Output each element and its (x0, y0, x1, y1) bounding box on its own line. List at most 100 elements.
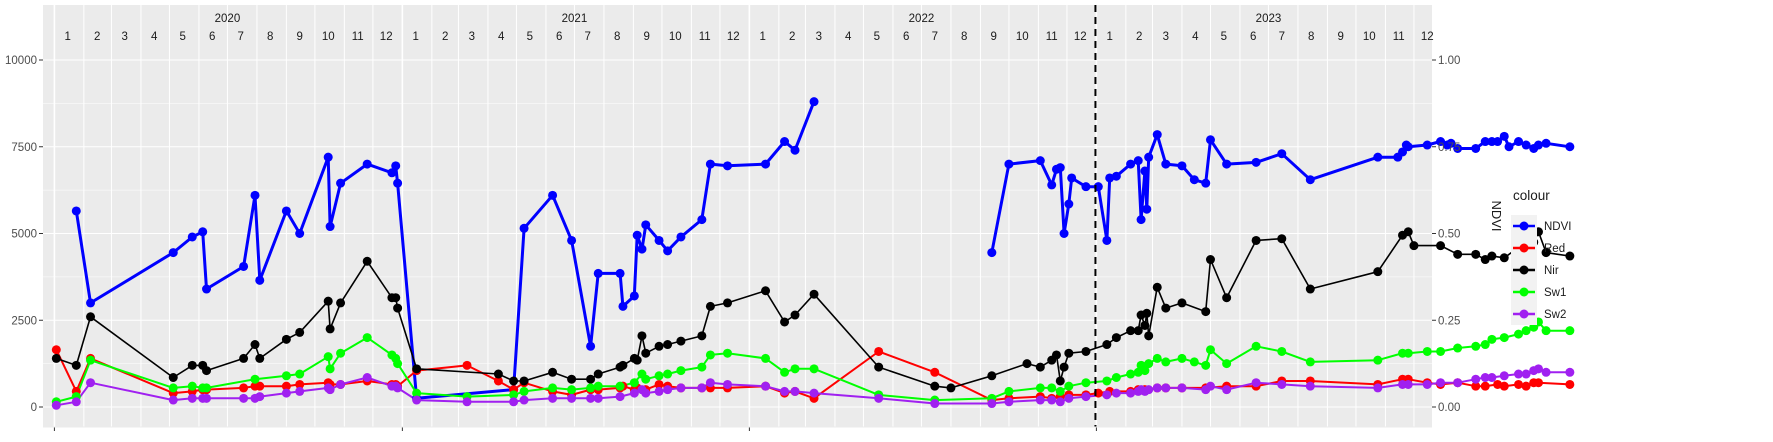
data-point-ndvi (295, 229, 305, 238)
data-point-sw2 (71, 397, 81, 407)
y-right-tick-label: 0.75 (1438, 142, 1460, 154)
legend: colour NDVI Red Nir Sw1 Sw2 (1511, 188, 1571, 325)
data-point-sw1 (1251, 341, 1261, 351)
data-point-ndvi (1222, 159, 1232, 169)
data-point-ndvi (618, 301, 628, 311)
data-point-sw1 (1499, 333, 1509, 343)
data-point-nir (1499, 253, 1509, 263)
data-point-nir (1142, 308, 1152, 318)
data-point-ndvi (1055, 163, 1065, 173)
data-point-nir (1102, 340, 1112, 350)
data-point-nir (1471, 249, 1481, 259)
data-point-ndvi (790, 145, 800, 155)
data-point-sw1 (362, 333, 372, 343)
month-label: 1 (1107, 31, 1113, 43)
data-point-ndvi (1504, 142, 1514, 152)
data-point-sw2 (51, 400, 61, 410)
data-point-sw2 (567, 393, 577, 403)
data-point-nir (325, 324, 335, 334)
data-point-nir (632, 355, 642, 365)
data-point-sw1 (548, 383, 558, 393)
data-point-sw2 (1533, 364, 1543, 374)
legend-key-point-nir (1519, 265, 1529, 275)
data-point-ndvi (1436, 137, 1446, 147)
data-point-nir (168, 373, 178, 383)
data-point-sw1 (1541, 326, 1551, 336)
data-point-sw2 (1499, 371, 1509, 381)
data-point-nir (519, 376, 529, 386)
data-point-sw2 (239, 393, 249, 403)
data-point-nir (874, 362, 884, 372)
data-point-red (1471, 381, 1481, 391)
data-point-ndvi (391, 161, 401, 171)
data-point-nir (1035, 362, 1045, 372)
data-point-ndvi (654, 235, 664, 245)
data-point-ndvi (1064, 199, 1074, 209)
data-point-ndvi (86, 298, 96, 308)
data-point-red (1533, 378, 1543, 388)
data-point-ndvi (1059, 229, 1069, 238)
data-point-ndvi (1152, 130, 1162, 140)
data-point-ndvi (323, 152, 333, 162)
data-point-sw1 (615, 381, 625, 391)
month-label: 1 (759, 31, 765, 43)
data-point-sw1 (593, 381, 603, 391)
data-point-sw2 (412, 395, 422, 405)
data-point-nir (1251, 235, 1261, 245)
data-point-nir (1055, 376, 1065, 386)
data-point-ndvi (1102, 235, 1112, 245)
y-right-tick-label: 0.50 (1438, 229, 1460, 241)
data-point-sw1 (1144, 359, 1154, 369)
data-point-nir (51, 353, 61, 363)
data-point-sw2 (1403, 379, 1413, 389)
data-point-sw2 (336, 379, 346, 389)
data-point-sw1 (519, 386, 529, 396)
data-point-sw2 (1251, 378, 1261, 388)
data-point-ndvi (1189, 175, 1199, 185)
data-point-sw1 (1521, 326, 1531, 336)
data-point-sw1 (1487, 334, 1497, 344)
data-point-sw1 (663, 369, 673, 379)
legend-key-point-sw1 (1519, 287, 1529, 297)
data-point-nir (676, 336, 686, 346)
data-point-sw2 (1565, 367, 1575, 377)
data-point-sw2 (1144, 385, 1154, 395)
legend-label-ndvi: NDVI (1544, 221, 1571, 233)
data-point-nir (323, 296, 333, 306)
data-point-nir (336, 298, 346, 308)
y-right-tick-label: 0.00 (1438, 402, 1460, 414)
data-point-sw1 (697, 362, 707, 372)
data-point-sw2 (1161, 383, 1171, 393)
data-point-ndvi (1067, 173, 1077, 183)
data-point-sw1 (586, 383, 596, 393)
data-point-nir (71, 360, 81, 370)
data-point-sw2 (202, 393, 212, 403)
data-point-sw1 (1277, 346, 1287, 356)
month-label: 1 (65, 31, 71, 43)
data-point-nir (705, 301, 715, 311)
data-point-ndvi (1047, 180, 1057, 190)
data-point-ndvi (1471, 143, 1481, 153)
month-label: 8 (1308, 31, 1314, 43)
y-left-tick-label: 7500 (11, 142, 37, 154)
data-point-sw1 (1081, 378, 1091, 388)
data-point-sw1 (202, 383, 212, 393)
month-label: 6 (556, 31, 562, 43)
data-point-sw2 (1047, 395, 1057, 405)
data-point-nir (930, 381, 940, 391)
data-point-nir (412, 364, 422, 374)
data-point-sw1 (336, 348, 346, 358)
data-point-sw2 (255, 392, 265, 402)
year-facet-labels: 2020 2021 2022 2023 (215, 13, 1282, 25)
data-point-sw1 (790, 364, 800, 374)
data-point-ndvi (593, 268, 603, 278)
data-point-sw2 (1102, 390, 1112, 400)
data-point-ndvi (187, 232, 197, 242)
data-point-sw1 (676, 366, 686, 376)
data-point-red (51, 345, 61, 355)
data-point-ndvi (1373, 152, 1383, 162)
data-point-sw2 (663, 385, 673, 395)
data-point-ndvi (1480, 137, 1490, 147)
legend-label-sw2: Sw2 (1544, 309, 1566, 321)
data-point-sw2 (1222, 385, 1232, 395)
